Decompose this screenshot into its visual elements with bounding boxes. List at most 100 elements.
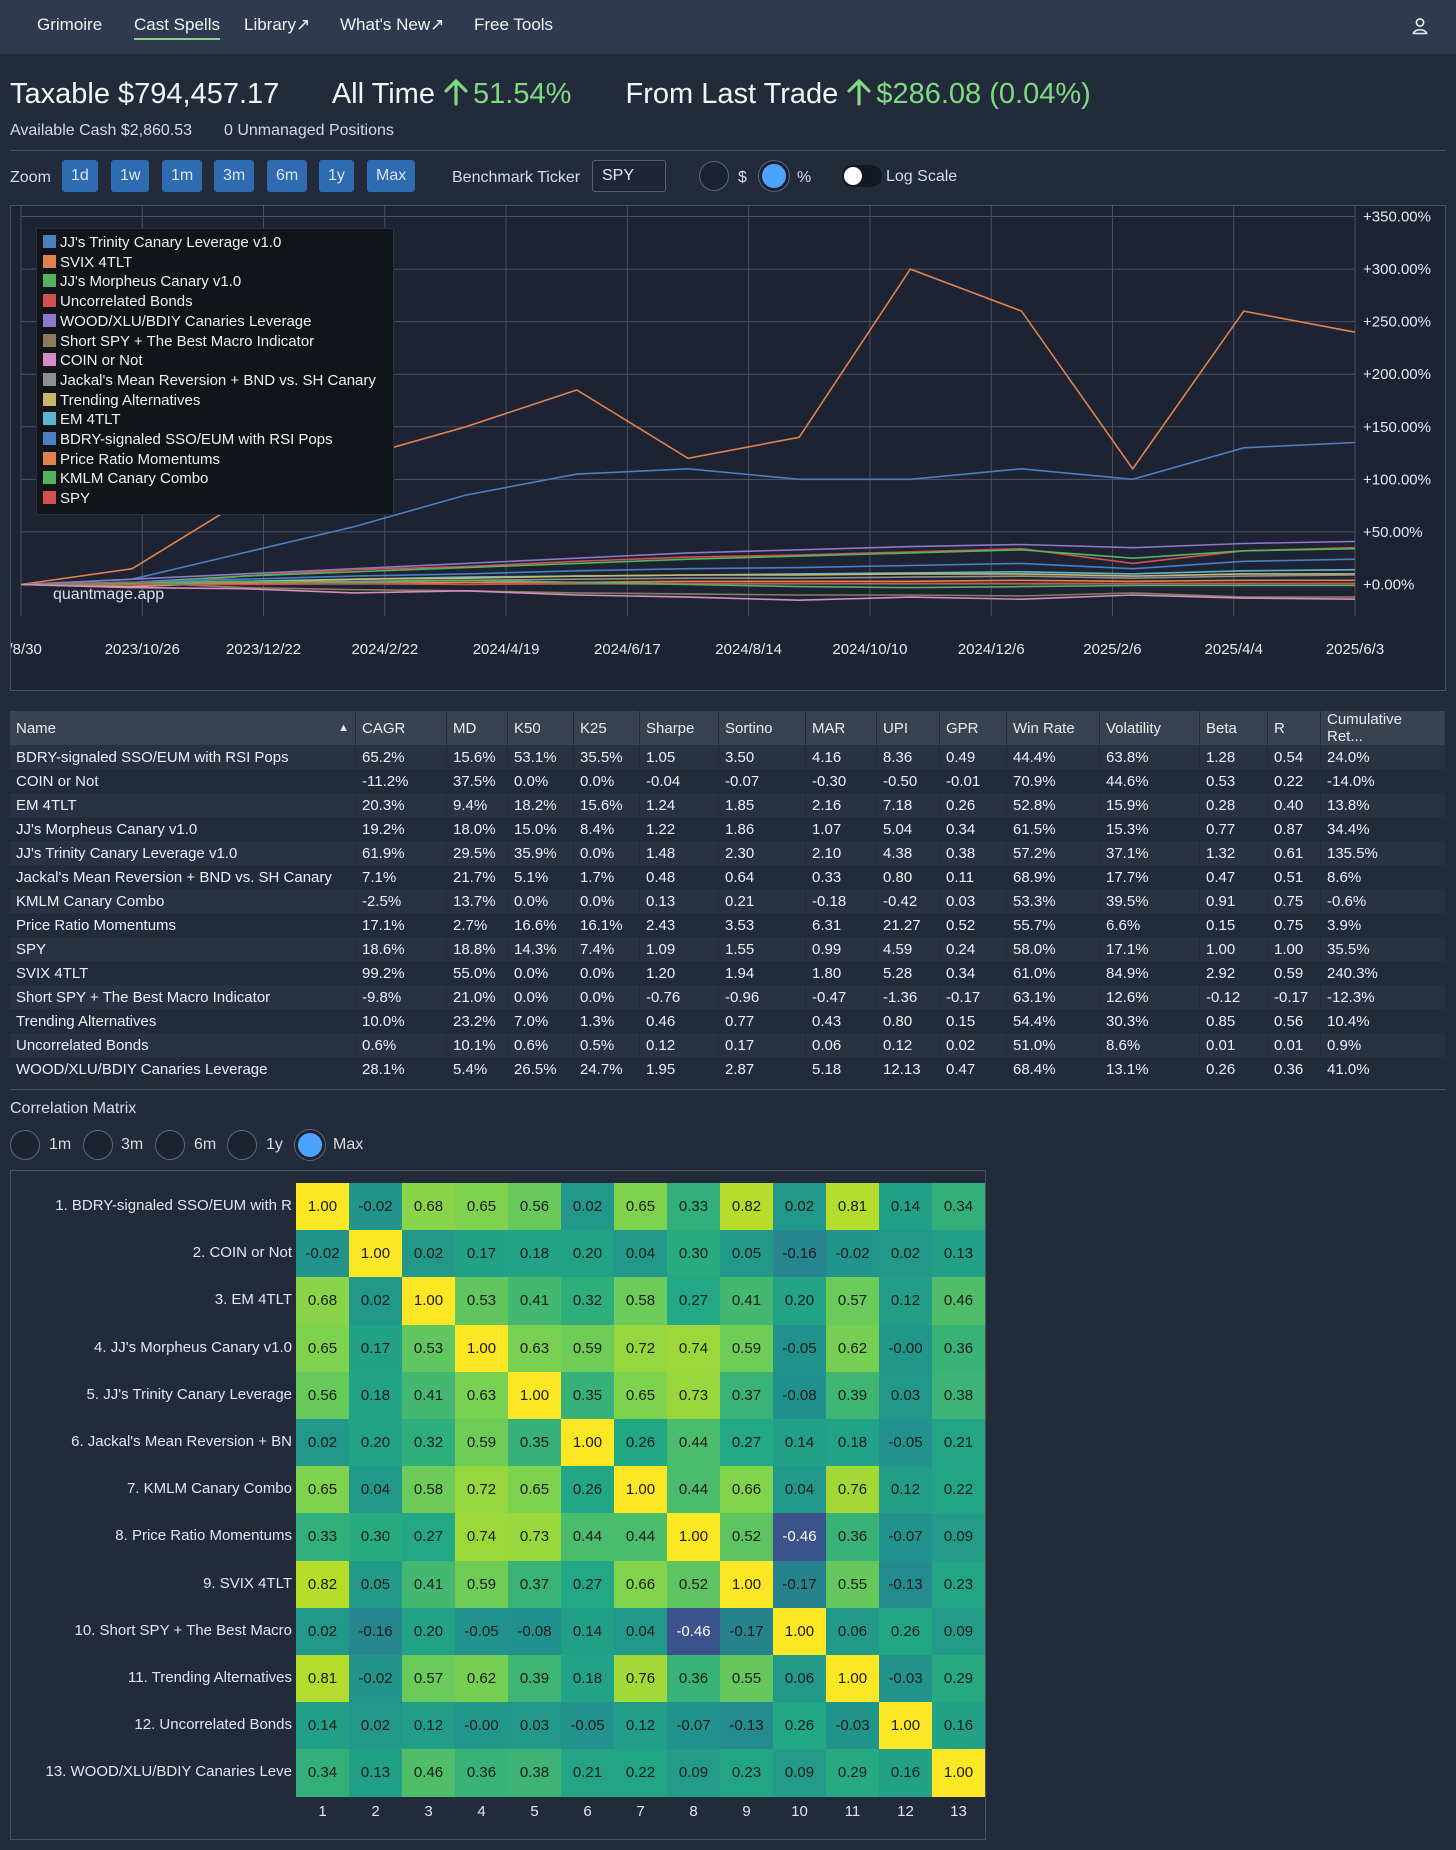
legend-item[interactable]: JJ's Trinity Canary Leverage v1.0 [43, 234, 281, 251]
period-6m-radio[interactable] [155, 1130, 185, 1160]
matrix-cell: 0.14 [773, 1419, 826, 1467]
table-row[interactable]: WOOD/XLU/BDIY Canaries Leverage 28.1% 5.4%… [10, 1057, 1446, 1081]
table-cell: 18.0% [446, 817, 508, 841]
legend-item[interactable]: EM 4TLT [43, 411, 121, 428]
zoom-max-button[interactable]: Max [367, 160, 416, 192]
table-cell: 1.20 [639, 961, 719, 985]
zoom-1y-button[interactable]: 1y [319, 160, 354, 192]
legend-item[interactable]: COIN or Not [43, 352, 143, 369]
col-mar[interactable]: MAR [805, 711, 877, 745]
period-3m-radio[interactable] [83, 1130, 113, 1160]
table-row[interactable]: Uncorrelated Bonds 0.6% 10.1% 0.6% 0.5% 0.12 0… [10, 1033, 1446, 1057]
legend-label: Short SPY + The Best Macro Indicator [60, 332, 315, 350]
period-max-radio[interactable] [295, 1130, 325, 1160]
table-cell: 0.53 [1199, 769, 1268, 793]
table-cell: 5.1% [507, 865, 574, 889]
matrix-cell: 1.00 [508, 1371, 561, 1420]
table-row[interactable]: Short SPY + The Best Macro Indicator -9.8… [10, 985, 1446, 1009]
legend-item[interactable]: Trending Alternatives [43, 392, 200, 409]
zoom-1m-button[interactable]: 1m [162, 160, 203, 192]
percent-mode-radio[interactable] [759, 161, 789, 191]
benchmark-label: Benchmark Ticker [452, 169, 581, 186]
table-row[interactable]: EM 4TLT 20.3% 9.4% 18.2% 15.6% 1.24 1.85 2.16 7.… [10, 793, 1446, 817]
performance-chart[interactable]: 3/8/30 2023/10/26 2023/12/22 2024/2/22 2024/… [10, 205, 1446, 691]
legend-item[interactable]: SVIX 4TLT [43, 254, 132, 271]
correlation-matrix: 1. BDRY-signaled SSO/EUM with R 1.00 -0.02… [10, 1170, 986, 1840]
zoom-1d-button[interactable]: 1d [62, 160, 98, 192]
table-row[interactable]: JJ's Trinity Canary Leverage v1.0 61.9% 29… [10, 841, 1446, 865]
matrix-row-label: 2. COIN or Not [192, 1244, 292, 1262]
legend-item[interactable]: Jackal's Mean Reversion + BND vs. SH Can… [43, 372, 376, 389]
col-beta[interactable]: Beta [1199, 711, 1268, 745]
col-cumulative-return[interactable]: Cumulative Ret... [1320, 711, 1446, 745]
nav-whats-new[interactable]: What's New↗ [340, 15, 445, 34]
log-scale-toggle[interactable] [842, 165, 882, 187]
matrix-cell: 0.17 [349, 1324, 402, 1373]
col-md[interactable]: MD [446, 711, 508, 745]
matrix-cell: 1.00 [349, 1230, 402, 1279]
matrix-cell: 0.39 [508, 1655, 561, 1703]
matrix-cell: 0.36 [455, 1749, 508, 1798]
table-row[interactable]: KMLM Canary Combo -2.5% 13.7% 0.0% 0.0% 0.13 0… [10, 889, 1446, 913]
benchmark-ticker-input[interactable]: SPY [592, 160, 666, 192]
table-cell: 17.7% [1099, 865, 1200, 889]
matrix-cell: 0.02 [773, 1183, 826, 1231]
col-r[interactable]: R [1267, 711, 1321, 745]
table-row[interactable]: SPY 18.6% 18.8% 14.3% 7.4% 1.09 1.55 0.99 4.59 0.… [10, 937, 1446, 961]
table-cell: 0.11 [939, 865, 1007, 889]
table-row[interactable]: BDRY-signaled SSO/EUM with RSI Pops 65.2%… [10, 745, 1446, 769]
top-nav: Grimoire Cast Spells Library↗ What's New… [0, 0, 1456, 54]
table-row[interactable]: Price Ratio Momentums 17.1% 2.7% 16.6% 16.1%… [10, 913, 1446, 937]
table-row[interactable]: Jackal's Mean Reversion + BND vs. SH Can… [10, 865, 1446, 889]
nav-cast-spells[interactable]: Cast Spells [134, 15, 220, 40]
legend-item[interactable]: WOOD/XLU/BDIY Canaries Leverage [43, 313, 312, 330]
table-row[interactable]: JJ's Morpheus Canary v1.0 19.2% 18.0% 15.0%… [10, 817, 1446, 841]
legend-item[interactable]: Short SPY + The Best Macro Indicator [43, 333, 314, 350]
nav-free-tools[interactable]: Free Tools [474, 15, 554, 34]
legend-item[interactable]: JJ's Morpheus Canary v1.0 [43, 273, 241, 290]
table-row[interactable]: COIN or Not -11.2% 37.5% 0.0% 0.0% -0.04 -0.07… [10, 769, 1446, 793]
col-win-rate[interactable]: Win Rate [1006, 711, 1100, 745]
dollar-mode-radio[interactable] [699, 161, 729, 191]
table-cell: 1.3% [573, 1009, 640, 1033]
matrix-cell: 0.41 [720, 1277, 773, 1326]
table-cell: 18.2% [507, 793, 574, 817]
col-upi[interactable]: UPI [876, 711, 940, 745]
watermark: quantmage.app [53, 586, 165, 603]
series-line [20, 547, 1356, 586]
table-cell: 1.24 [639, 793, 719, 817]
col-sortino[interactable]: Sortino [718, 711, 806, 745]
legend-item[interactable]: SPY [43, 490, 90, 507]
user-icon[interactable] [1410, 16, 1430, 36]
table-row[interactable]: SVIX 4TLT 99.2% 55.0% 0.0% 0.0% 1.20 1.94 1.80 5… [10, 961, 1446, 985]
period-1y-radio[interactable] [227, 1130, 257, 1160]
col-name[interactable]: Name ▲ [10, 711, 356, 745]
matrix-cell: 0.63 [508, 1324, 561, 1373]
period-1m-radio[interactable] [10, 1130, 40, 1160]
col-gpr[interactable]: GPR [939, 711, 1007, 745]
table-cell: 8.36 [876, 745, 940, 769]
legend-swatch [43, 274, 56, 288]
col-cagr[interactable]: CAGR [355, 711, 447, 745]
table-cell: 24.7% [573, 1057, 640, 1081]
table-row[interactable]: Trending Alternatives 10.0% 23.2% 7.0% 1.3% 0… [10, 1009, 1446, 1033]
col-sharpe[interactable]: Sharpe [639, 711, 719, 745]
table-cell: 13.7% [446, 889, 508, 913]
matrix-cell: 0.35 [561, 1371, 614, 1420]
zoom-3m-button[interactable]: 3m [214, 160, 255, 192]
table-cell: 21.7% [446, 865, 508, 889]
nav-library[interactable]: Library↗ [244, 15, 311, 34]
legend-item[interactable]: KMLM Canary Combo [43, 470, 208, 487]
matrix-cell: -0.02 [349, 1183, 402, 1231]
legend-item[interactable]: Price Ratio Momentums [43, 451, 220, 468]
nav-grimoire[interactable]: Grimoire [37, 15, 103, 34]
zoom-1w-button[interactable]: 1w [111, 160, 150, 192]
legend-item[interactable]: Uncorrelated Bonds [43, 293, 193, 310]
table-cell: 1.94 [718, 961, 806, 985]
table-cell: 0.6% [507, 1033, 574, 1057]
col-k50[interactable]: K50 [507, 711, 574, 745]
col-volatility[interactable]: Volatility [1099, 711, 1200, 745]
legend-item[interactable]: BDRY-signaled SSO/EUM with RSI Pops [43, 431, 333, 448]
col-k25[interactable]: K25 [573, 711, 640, 745]
zoom-6m-button[interactable]: 6m [267, 160, 308, 192]
